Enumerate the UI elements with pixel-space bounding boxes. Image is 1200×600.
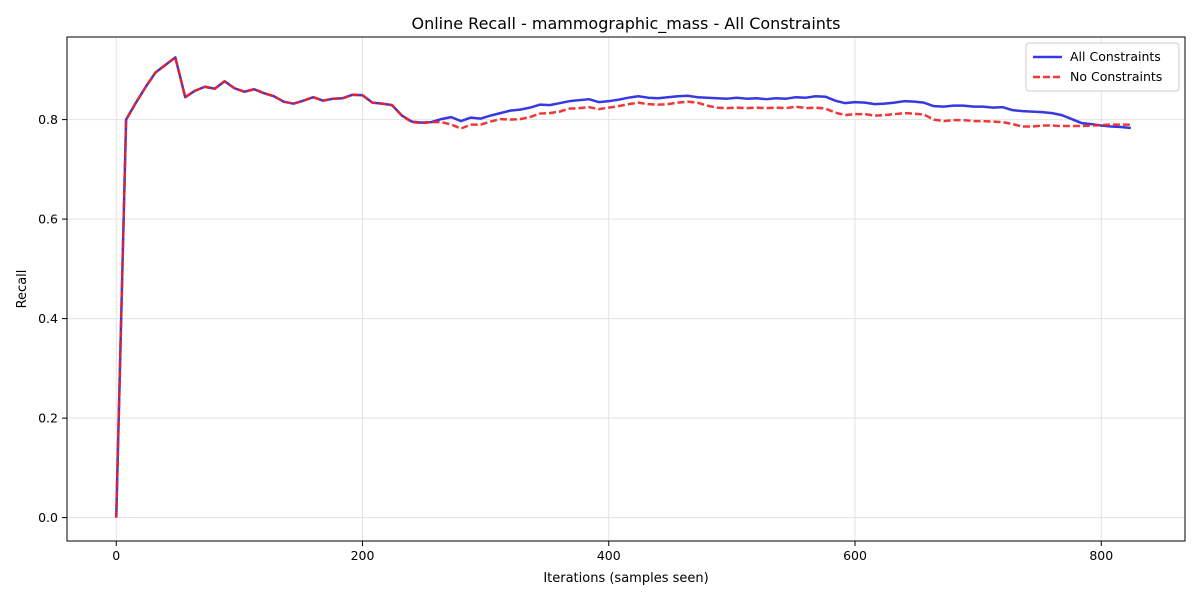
grid bbox=[67, 37, 1185, 541]
x-axis-label: Iterations (samples seen) bbox=[543, 571, 708, 586]
legend-label-no-constraints: No Constraints bbox=[1070, 69, 1162, 84]
y-tick-label: 0.0 bbox=[38, 510, 58, 525]
legend-label-all-constraints: All Constraints bbox=[1070, 49, 1161, 64]
y-tick-label: 0.4 bbox=[38, 311, 58, 326]
y-tick-label: 0.6 bbox=[38, 212, 58, 227]
plot-lines bbox=[115, 56, 1131, 518]
plot-frame bbox=[66, 36, 1186, 542]
x-tick-label: 200 bbox=[351, 548, 375, 563]
series-line-no-constraints bbox=[115, 56, 1131, 518]
y-axis-label: Recall bbox=[15, 270, 30, 309]
legend-box bbox=[1025, 42, 1180, 92]
x-tick-label: 0 bbox=[112, 548, 120, 563]
x-tick-label: 600 bbox=[843, 548, 867, 563]
legend: All Constraints No Constraints bbox=[1025, 42, 1180, 92]
chart-title: Online Recall - mammographic_mass - All … bbox=[411, 14, 840, 34]
x-axis-ticks: 0 200 400 600 800 bbox=[112, 541, 1113, 563]
x-tick-label: 400 bbox=[597, 548, 621, 563]
y-axis-ticks: 0.0 0.2 0.4 0.6 0.8 bbox=[38, 112, 67, 525]
y-tick-label: 0.8 bbox=[38, 112, 58, 127]
x-tick-label: 800 bbox=[1089, 548, 1113, 563]
y-tick-label: 0.2 bbox=[38, 411, 58, 426]
